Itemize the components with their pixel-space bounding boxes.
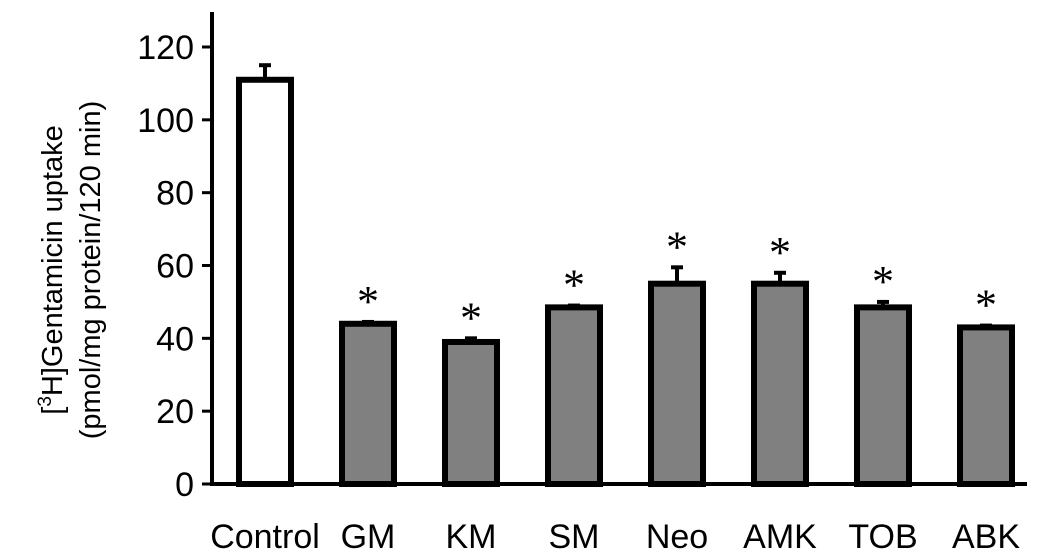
x-tick-label: GM [341, 518, 396, 556]
y-tick-label: 100 [137, 102, 194, 140]
y-axis-label: [3H]Gentamicin uptake (pmol/mg protein/1… [35, 101, 107, 439]
significance-marker: * [872, 257, 894, 306]
significance-marker: * [666, 222, 688, 271]
significance-marker: * [460, 293, 482, 342]
significance-marker: * [563, 261, 585, 310]
bar-neo [648, 280, 706, 488]
y-tick-label: 40 [156, 320, 194, 358]
x-tick-label: KM [446, 518, 497, 556]
bar-amk [751, 280, 809, 488]
x-tick-label: Control [210, 518, 320, 556]
bar-tob [854, 304, 912, 488]
bar-sm [545, 304, 603, 488]
y-tick-label: 0 [175, 466, 194, 504]
bar-control [236, 76, 294, 488]
bar-gm [339, 320, 397, 487]
significance-marker: * [975, 281, 997, 330]
x-tick-label: Neo [646, 518, 708, 556]
bar-abk [957, 324, 1015, 487]
y-axis-label-line-1: [3H]Gentamicin uptake [35, 125, 69, 414]
bar-km [442, 338, 500, 487]
y-tick-label: 60 [156, 248, 194, 286]
y-tick-label: 80 [156, 175, 194, 213]
y-tick-label: 120 [137, 29, 194, 67]
significance-marker: * [357, 277, 379, 326]
x-tick-label: TOB [848, 518, 917, 556]
y-axis-label-line-2: (pmol/mg protein/120 min) [75, 101, 107, 439]
x-tick-label: AMK [743, 518, 817, 556]
x-tick-label: SM [549, 518, 600, 556]
x-tick-label: ABK [952, 518, 1020, 556]
y-tick-label: 20 [156, 393, 194, 431]
plot-area: 0 20 40 60 80 100 120 Control * GM * KM * SM * Neo * AMK *… [137, 12, 1027, 556]
significance-marker: * [769, 228, 791, 277]
